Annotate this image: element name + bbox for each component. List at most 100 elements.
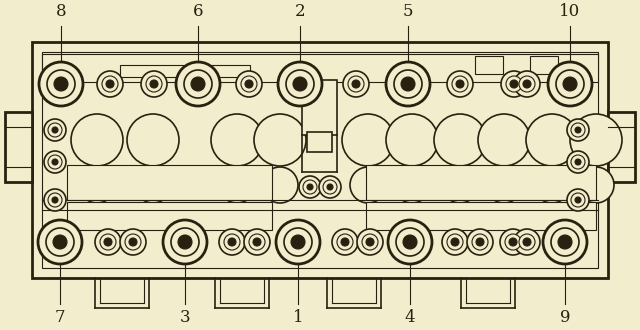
Text: 10: 10 (559, 4, 580, 20)
Circle shape (357, 229, 383, 255)
Circle shape (567, 119, 589, 141)
Circle shape (52, 127, 58, 133)
Circle shape (106, 80, 114, 88)
Circle shape (447, 71, 473, 97)
Circle shape (451, 238, 459, 246)
Circle shape (127, 114, 179, 166)
Circle shape (534, 167, 570, 203)
Circle shape (352, 80, 360, 88)
Circle shape (396, 228, 424, 256)
Circle shape (388, 220, 432, 264)
Bar (307, 132, 332, 152)
Text: 3: 3 (180, 310, 190, 326)
Text: 4: 4 (404, 310, 415, 326)
Circle shape (386, 114, 438, 166)
Bar (32, 42, 608, 278)
Circle shape (476, 238, 484, 246)
Circle shape (249, 234, 265, 250)
Circle shape (244, 229, 270, 255)
Circle shape (486, 167, 522, 203)
Circle shape (343, 71, 369, 97)
Circle shape (48, 193, 62, 207)
Circle shape (403, 235, 417, 249)
Bar (302, 80, 337, 135)
Circle shape (245, 80, 253, 88)
Circle shape (286, 70, 314, 98)
Circle shape (571, 155, 585, 169)
Circle shape (578, 167, 614, 203)
Circle shape (102, 76, 118, 92)
Circle shape (556, 70, 584, 98)
Circle shape (135, 167, 171, 203)
Circle shape (178, 235, 192, 249)
Circle shape (219, 229, 245, 255)
Circle shape (342, 114, 394, 166)
Circle shape (456, 80, 464, 88)
Circle shape (191, 77, 205, 91)
Circle shape (526, 114, 578, 166)
Circle shape (97, 71, 123, 97)
Circle shape (442, 229, 468, 255)
Bar (42, 54, 598, 82)
Circle shape (506, 76, 522, 92)
Circle shape (176, 62, 220, 106)
Circle shape (348, 76, 364, 92)
Circle shape (523, 80, 531, 88)
Circle shape (299, 176, 321, 198)
Circle shape (150, 80, 158, 88)
Circle shape (120, 229, 146, 255)
Circle shape (284, 228, 312, 256)
Circle shape (253, 238, 261, 246)
Circle shape (386, 62, 430, 106)
Circle shape (39, 62, 83, 106)
Text: 9: 9 (560, 310, 570, 326)
Circle shape (254, 114, 306, 166)
Circle shape (551, 228, 579, 256)
Circle shape (514, 229, 540, 255)
Circle shape (48, 123, 62, 137)
Circle shape (467, 229, 493, 255)
Circle shape (523, 238, 531, 246)
Bar (42, 52, 598, 268)
Circle shape (442, 167, 478, 203)
Circle shape (558, 235, 572, 249)
Circle shape (509, 238, 517, 246)
Circle shape (519, 76, 535, 92)
Circle shape (171, 228, 199, 256)
Circle shape (95, 229, 121, 255)
Circle shape (129, 238, 137, 246)
Text: 2: 2 (294, 4, 305, 20)
Circle shape (38, 220, 82, 264)
Text: 8: 8 (56, 4, 67, 20)
Circle shape (79, 167, 115, 203)
Circle shape (341, 238, 349, 246)
Circle shape (571, 193, 585, 207)
Bar (120, 65, 250, 77)
Circle shape (575, 159, 581, 165)
Bar (67, 165, 272, 200)
Circle shape (472, 234, 488, 250)
Circle shape (519, 234, 535, 250)
Circle shape (52, 159, 58, 165)
Circle shape (332, 229, 358, 255)
Circle shape (350, 167, 386, 203)
Circle shape (71, 114, 123, 166)
Circle shape (394, 70, 422, 98)
Bar (608, 112, 635, 182)
Circle shape (401, 77, 415, 91)
Circle shape (319, 176, 341, 198)
Circle shape (337, 234, 353, 250)
Circle shape (100, 234, 116, 250)
Circle shape (141, 71, 167, 97)
Circle shape (362, 234, 378, 250)
Circle shape (514, 71, 540, 97)
Circle shape (563, 77, 577, 91)
Circle shape (548, 62, 592, 106)
Circle shape (307, 184, 313, 190)
Circle shape (228, 238, 236, 246)
Circle shape (47, 70, 75, 98)
Circle shape (184, 70, 212, 98)
Bar (366, 202, 596, 230)
Circle shape (366, 238, 374, 246)
Circle shape (44, 189, 66, 211)
